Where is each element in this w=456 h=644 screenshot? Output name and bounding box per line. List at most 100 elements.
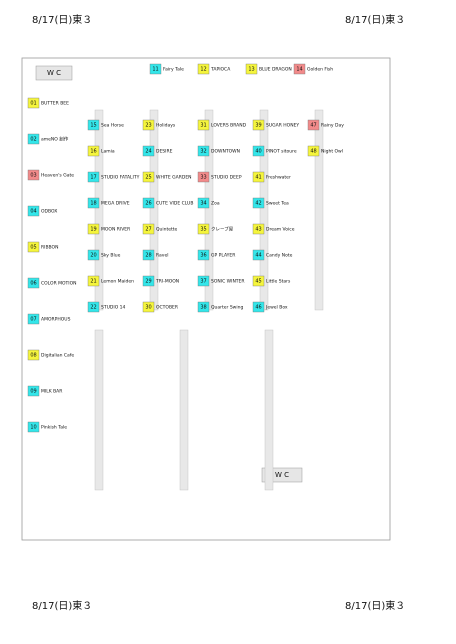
booth-label: PINOT sitoure <box>266 149 297 155</box>
booth-code: 38 <box>200 305 206 311</box>
booth-code: 14 <box>296 67 302 73</box>
booth <box>245 63 258 75</box>
booth-label: ODBOX <box>41 209 57 215</box>
booth <box>27 241 40 253</box>
booth <box>27 313 40 325</box>
booth-label: SUGAR HONEY <box>266 123 299 129</box>
booth-label: MOON RIVER <box>101 227 130 233</box>
booth <box>87 301 100 313</box>
booth <box>27 277 40 289</box>
aisle-block <box>264 329 274 491</box>
booth <box>87 145 100 157</box>
header-bottom-right: 8/17(日)東３ <box>345 599 405 612</box>
booth <box>87 223 100 235</box>
booth-code: 01 <box>30 101 36 107</box>
aisle-block <box>94 329 104 491</box>
booth-label: Sea Horse <box>101 123 124 129</box>
booth <box>142 171 155 183</box>
booth-code: 13 <box>248 67 254 73</box>
booth <box>252 171 265 183</box>
booth <box>142 145 155 157</box>
booth-code: 06 <box>30 281 36 287</box>
booth <box>142 223 155 235</box>
booth-code: 34 <box>200 201 206 207</box>
booth-label: BLUE DRAGON <box>259 67 292 73</box>
booth <box>197 197 210 209</box>
booth <box>27 97 40 109</box>
booth-label: AMORPHOUS <box>41 317 71 323</box>
booth-label: Dream Voice <box>266 227 295 233</box>
booth <box>27 349 40 361</box>
booth-code: 30 <box>145 305 151 311</box>
booth <box>142 301 155 313</box>
booth <box>149 63 162 75</box>
restroom-label: W C <box>275 471 289 479</box>
aisle-block <box>314 109 324 311</box>
booth-label: STUDIO FATALITY <box>101 175 140 181</box>
booth-label: Quarter Swing <box>211 305 243 311</box>
booth-code: 11 <box>152 67 158 73</box>
restroom-label: W C <box>47 69 61 77</box>
booth <box>197 275 210 287</box>
booth-code: 22 <box>90 305 96 311</box>
booth-code: 40 <box>255 149 261 155</box>
booth-code: 26 <box>145 201 151 207</box>
header-top-right: 8/17(日)東３ <box>345 13 405 26</box>
booth-code: 41 <box>255 175 261 181</box>
booth-label: SONIC WINTER <box>211 279 245 285</box>
booth <box>197 223 210 235</box>
booth <box>87 249 100 261</box>
booth-label: STUDIO DEEP <box>211 175 242 181</box>
booth-code: 35 <box>200 227 206 233</box>
booth-code: 43 <box>255 227 261 233</box>
booth-label: DESIRE <box>156 149 173 155</box>
booth-code: 36 <box>200 253 206 259</box>
booth-code: 45 <box>255 279 261 285</box>
aisle-block <box>179 329 189 491</box>
booth-label: Freshwater <box>266 175 291 181</box>
booth-label: GP PLAYER <box>211 253 235 259</box>
booth-code: 05 <box>30 245 36 251</box>
booth-code: 33 <box>200 175 206 181</box>
booth-code: 19 <box>90 227 96 233</box>
booth-label: クレープ屋 <box>211 227 234 233</box>
booth-label: Little Stars <box>266 279 291 285</box>
booth <box>197 171 210 183</box>
booth-label: Heaven's Gate <box>41 173 74 179</box>
booth <box>27 421 40 433</box>
header-top-left: 8/17(日)東３ <box>32 13 92 26</box>
booth-code: 23 <box>145 123 151 129</box>
booth-label: WHITE GARDEN <box>156 175 192 181</box>
booth <box>87 171 100 183</box>
booth-label: COLOR MOTION <box>41 281 77 287</box>
booth-code: 04 <box>30 209 36 215</box>
booth-label: Quintette <box>156 227 178 233</box>
booth-label: Lamia <box>101 149 115 155</box>
booth <box>142 197 155 209</box>
booth <box>252 197 265 209</box>
booth-label: Pinkish Tale <box>41 425 67 431</box>
booth-code: 12 <box>200 67 206 73</box>
header-bottom-left: 8/17(日)東３ <box>32 599 92 612</box>
booth-code: 32 <box>200 149 206 155</box>
booth-code: 28 <box>145 253 151 259</box>
restroom-box <box>35 65 73 81</box>
booth-label: Lemon Maiden <box>101 279 134 285</box>
booth-code: 02 <box>30 137 36 143</box>
booth-code: 44 <box>255 253 261 259</box>
booth-code: 08 <box>30 353 36 359</box>
booth-code: 15 <box>90 123 96 129</box>
booth <box>27 169 40 181</box>
booth-label: TAPIOCA <box>210 67 231 73</box>
hall-outline <box>21 57 391 541</box>
booth <box>197 63 210 75</box>
booth-code: 39 <box>255 123 261 129</box>
booth-label: MILK BAR <box>41 389 62 395</box>
booth-code: 16 <box>90 149 96 155</box>
booth-code: 09 <box>30 389 36 395</box>
booth-label: Ravel <box>156 253 168 259</box>
booth-label: Golden Fish <box>307 67 333 73</box>
booth-label: Holidays <box>156 123 176 129</box>
booth <box>197 301 210 313</box>
